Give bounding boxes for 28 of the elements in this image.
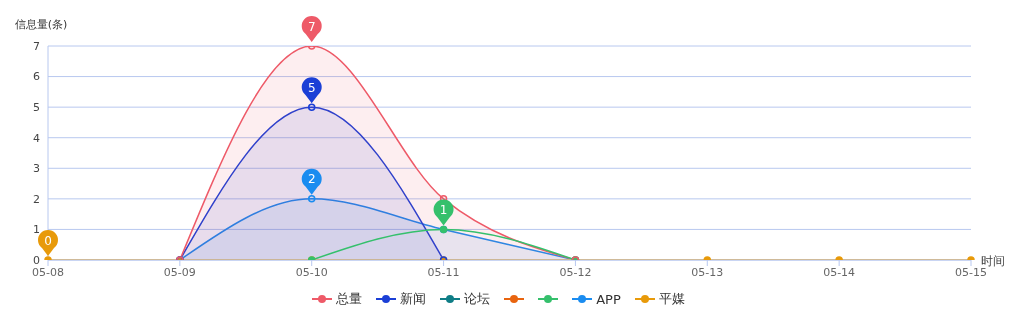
legend-label: 新闻	[400, 290, 427, 308]
data-label: 5	[307, 80, 316, 95]
y-tick-label: 3	[33, 162, 40, 176]
data-label: 1	[439, 202, 448, 217]
point	[307, 103, 316, 111]
x-tick-label: 05-08	[32, 265, 64, 279]
y-tick-label: 6	[33, 70, 40, 84]
x-tick-label: 05-12	[559, 265, 592, 279]
legend-label: 论坛	[464, 290, 491, 308]
data-label: 0	[44, 233, 52, 248]
x-tick-label: 05-10	[295, 265, 328, 279]
legend-label: 总量	[336, 290, 363, 308]
y-tick-label: 7	[33, 39, 40, 53]
y-tick-label: 4	[33, 131, 40, 145]
y-tick-label: 0	[33, 253, 40, 267]
y-tick-label: 2	[33, 192, 40, 206]
legend-label: APP	[596, 291, 621, 307]
point	[307, 195, 316, 203]
x-tick-label: 05-13	[691, 265, 724, 279]
y-axis-title: 信息量(条)	[14, 18, 68, 31]
x-tick-label: 05-14	[823, 265, 856, 279]
data-label: 2	[307, 172, 316, 187]
data-label: 7	[307, 19, 316, 34]
y-tick-label: 5	[33, 101, 40, 115]
x-tick-label: 05-11	[427, 265, 460, 279]
y-tick-label: 1	[33, 223, 40, 237]
legend-label: 平媒	[658, 290, 685, 308]
x-tick-label: 05-09	[163, 265, 196, 279]
